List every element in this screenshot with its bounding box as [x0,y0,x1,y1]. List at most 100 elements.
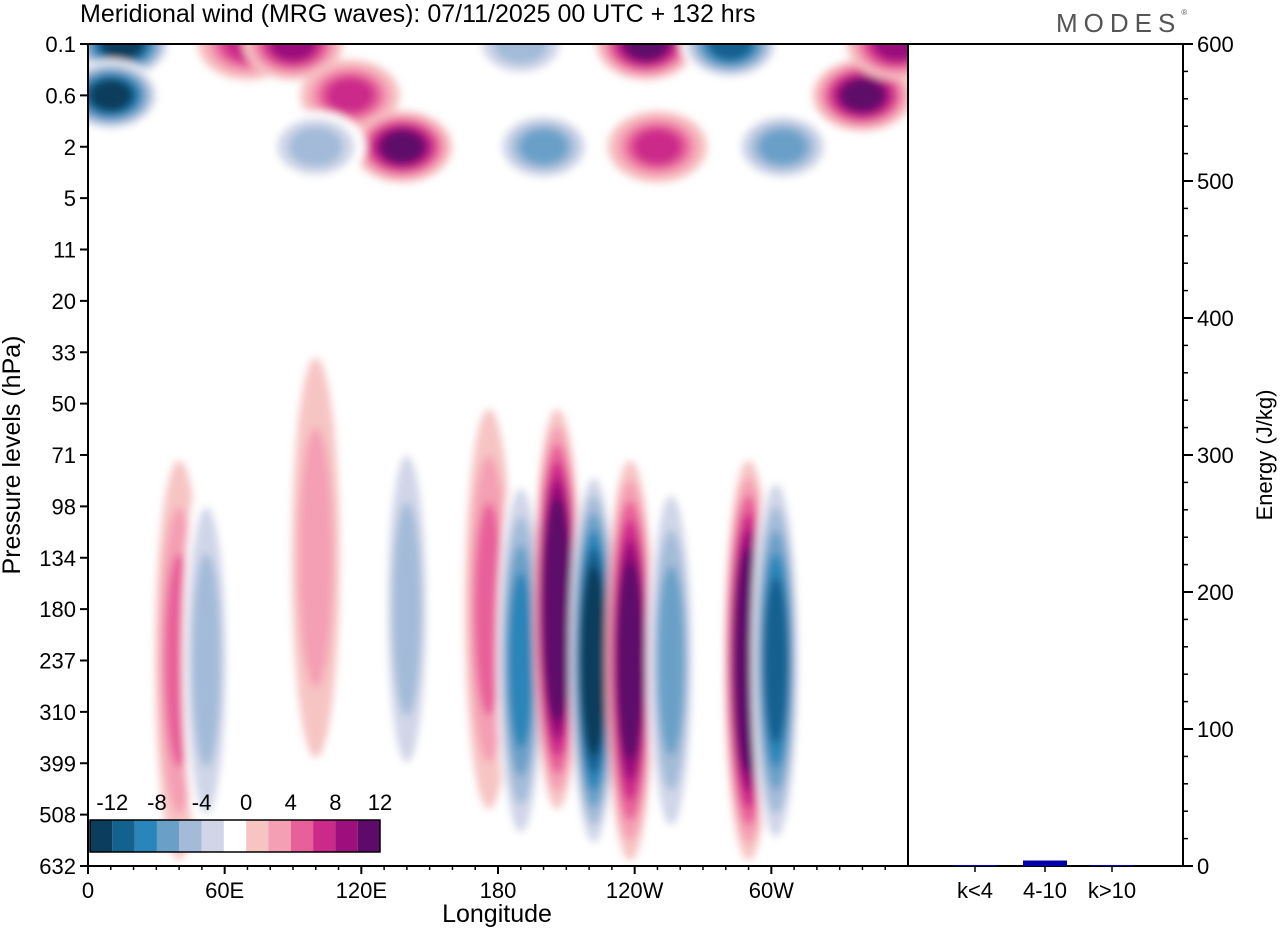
energy-axis-label: Energy (J/kg) [1252,390,1277,521]
category-label: 4-10 [1023,878,1067,903]
contour-level [507,572,534,749]
contour-level [101,44,144,60]
contour-level [840,79,885,112]
longitude-tick-label: 180 [480,878,517,903]
low-level-anomaly-6 [533,409,582,810]
low-level-anomaly-1 [182,460,231,861]
pressure-tick-label: 50 [52,392,76,417]
longitude-tick-label: 120E [336,878,387,903]
longitude-tick-label: 0 [82,878,94,903]
colorbar-swatch [268,820,291,852]
pressure-tick-label: 0.6 [45,83,76,108]
pressure-tick-label: 134 [39,546,76,571]
contour-level [89,79,132,111]
low-level-anomaly-9 [647,460,696,861]
contour-level [270,44,316,61]
modes-logo: MODES® [1056,8,1187,39]
contour-level [708,44,752,60]
pressure-tick-label: 399 [39,751,76,776]
pressure-tick-label: 180 [39,597,76,622]
energy-tick-label: 200 [1197,580,1234,605]
x-axis-label: Longitude [442,900,552,928]
colorbar-label: 12 [368,790,392,815]
energy-bar [953,865,997,866]
contour-level [618,580,643,741]
contour-level [298,427,333,688]
upper-level-anomaly-12 [732,110,833,183]
colorbar-swatch [134,820,157,852]
contour-level [657,565,685,756]
colorbar-swatch [90,820,113,852]
pressure-tick-label: 237 [39,649,76,674]
energy-bar [1023,860,1067,866]
upper-level-anomaly-10 [607,110,708,183]
colorbar-label: 0 [240,790,252,815]
contour-field [88,44,908,861]
contour-level [380,130,425,163]
upper-level-anomaly-9 [596,44,697,80]
pressure-tick-label: 98 [52,494,76,519]
energy-axis: 0 100 200 300 400 500 600 [1183,32,1234,879]
longitude-axis: 0 60E 120E 180 120W 60W [82,866,886,903]
low-level-anomaly-5 [496,460,545,861]
colorbar-swatch [313,820,336,852]
pressure-tick-label: 5 [64,186,76,211]
contour-level [288,126,344,167]
energy-bars: k<4 4-10 k>10 [953,860,1136,903]
y-axis-label: Pressure levels (hPa) [0,336,26,575]
contour-level [325,77,375,114]
energy-tick-label: 400 [1197,306,1234,331]
colorbar-label: -4 [192,790,212,815]
chart-title: Meridional wind (MRG waves): 07/11/2025 … [80,0,756,28]
category-label: k<4 [957,878,993,903]
colorbar-swatch [335,820,358,852]
pressure-tick-label: 0.1 [45,32,76,57]
colorbar-frame [89,819,381,853]
contour-level [624,44,668,60]
contour-level [763,577,789,744]
energy-plot-frame [907,43,1184,867]
pressure-tick-label: 33 [52,340,76,365]
colorbar-swatch [246,820,269,852]
contour-level [758,128,808,165]
contour-level [191,553,222,768]
upper-level-anomaly-1 [88,59,161,132]
contour-level [392,502,422,716]
pressure-tick-label: 632 [39,854,76,879]
colorbar-label: 4 [285,790,297,815]
pressure-tick-label: 20 [52,289,76,314]
contour-level [632,128,682,165]
contour-level [493,44,549,64]
upper-level-anomaly-7 [470,44,571,80]
upper-level-anomaly-11 [680,44,781,80]
upper-level-anomaly-14 [846,44,908,80]
contour-level [581,583,606,738]
pressure-tick-label: 508 [39,803,76,828]
contour-level [545,531,569,687]
colorbar-swatch [179,820,202,852]
pressure-tick-label: 2 [64,135,76,160]
energy-tick-label: 500 [1197,169,1234,194]
low-level-anomaly-3 [382,409,431,810]
colorbar-swatch [201,820,224,852]
longitude-tick-label: 60W [749,878,794,903]
energy-tick-label: 100 [1197,717,1234,742]
pressure-axis: 0.1 0.6 2 5 11 20 33 50 71 98 134 180 237 310 399 508 63… [39,32,88,879]
upper-level-anomaly-8 [493,110,594,183]
longitude-tick-label: 60E [205,878,244,903]
low-level-anomaly-7 [569,460,618,861]
colorbar-swatch [290,820,314,852]
colorbar-swatch [357,820,380,852]
colorbar-label: -12 [96,790,128,815]
colorbar-swatch [156,820,180,852]
colorbar-swatch [223,820,247,852]
energy-bar [1090,865,1134,866]
energy-tick-label: 300 [1197,443,1234,468]
colorbar: -12 -8 -4 0 4 8 12 [89,790,392,853]
low-level-anomaly-8 [606,460,655,861]
colorbar-label: 8 [329,790,341,815]
low-level-anomaly-2 [291,357,340,758]
logo-text: MODES [1056,8,1182,38]
logo-mark: ® [1181,8,1188,17]
low-level-anomaly-11 [751,460,800,861]
